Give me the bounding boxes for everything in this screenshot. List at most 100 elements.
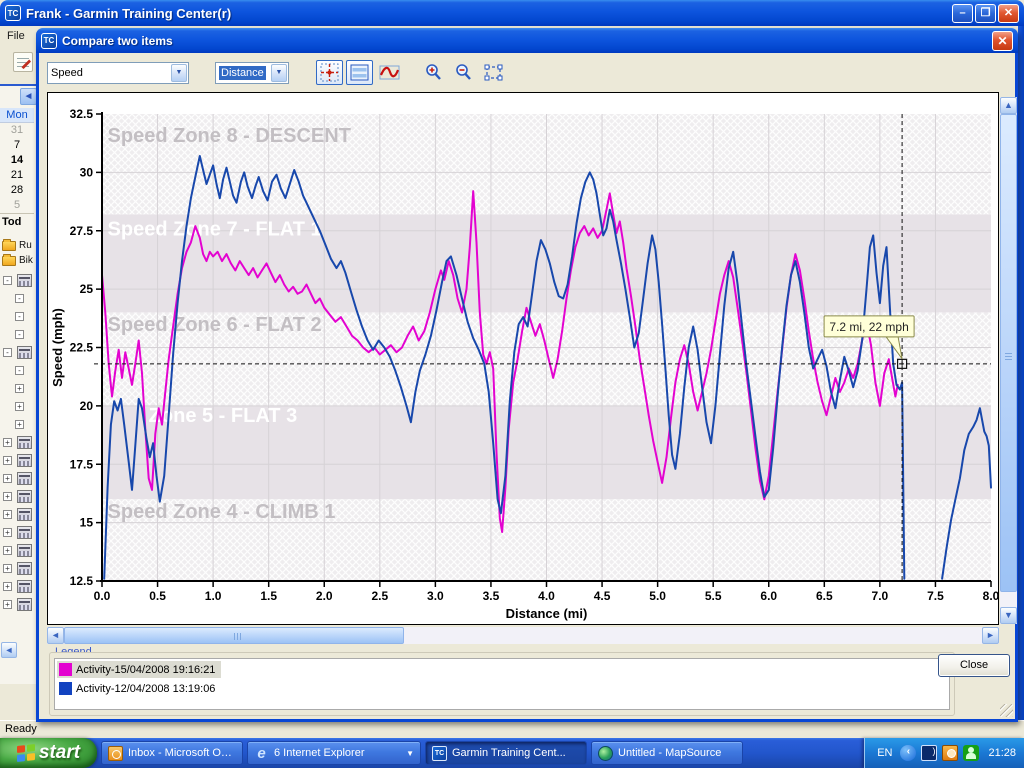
tree-item[interactable]: + bbox=[0, 488, 38, 506]
resize-grip[interactable] bbox=[1000, 704, 1013, 717]
tree-item[interactable]: - bbox=[0, 362, 38, 380]
y-tick-label: 30 bbox=[80, 165, 94, 179]
tree-item[interactable]: - bbox=[0, 308, 38, 326]
expand-icon[interactable]: + bbox=[3, 546, 12, 555]
tree-item[interactable]: + bbox=[0, 578, 38, 596]
tree-item[interactable]: - bbox=[0, 326, 38, 344]
zone-label: Speed Zone 4 - CLIMB 1 bbox=[108, 501, 336, 523]
group-dropdown-icon[interactable]: ▼ bbox=[400, 749, 414, 758]
tiled-view-button[interactable] bbox=[346, 60, 373, 85]
chart-area[interactable]: Speed Zone 8 - DESCENTSpeed Zone 7 - FLA… bbox=[47, 92, 999, 625]
folder-icon bbox=[2, 241, 16, 251]
calendar[interactable]: Mon 3171421285 Tod bbox=[0, 108, 34, 229]
scroll-right-button[interactable]: ► bbox=[982, 627, 999, 644]
tray-hide-icon[interactable]: ‹ bbox=[900, 745, 916, 761]
chart-vertical-scrollbar[interactable]: ▲ ▼ bbox=[1000, 97, 1017, 624]
crosshair-tool-button[interactable] bbox=[316, 60, 343, 85]
chart-horizontal-scrollbar[interactable]: ◄ ► bbox=[47, 627, 999, 644]
vertical-scroll-thumb[interactable] bbox=[1000, 114, 1017, 592]
tree-item[interactable]: + bbox=[0, 542, 38, 560]
collapse-icon[interactable]: - bbox=[3, 348, 12, 357]
tree-item[interactable]: + bbox=[0, 596, 38, 614]
tree-item[interactable]: - bbox=[0, 344, 38, 362]
y-tick-label: 15 bbox=[80, 516, 94, 530]
tree-item[interactable]: + bbox=[0, 506, 38, 524]
expand-icon[interactable]: + bbox=[3, 438, 12, 447]
expand-icon[interactable]: + bbox=[15, 384, 24, 393]
tree-item[interactable]: + bbox=[0, 560, 38, 578]
menu-file[interactable]: File bbox=[7, 30, 25, 42]
calendar-day[interactable]: 21 bbox=[0, 168, 34, 183]
tree-item[interactable]: + bbox=[0, 452, 38, 470]
zoom-selection-button[interactable] bbox=[480, 60, 507, 85]
scroll-down-button[interactable]: ▼ bbox=[1000, 607, 1017, 624]
taskbar-task-tc[interactable]: TCGarmin Training Cent... bbox=[425, 741, 587, 765]
language-indicator[interactable]: EN bbox=[877, 747, 892, 759]
restore-button[interactable]: ❐ bbox=[975, 4, 996, 23]
axis-select[interactable]: Distance ▼ bbox=[215, 62, 289, 84]
calendar-day[interactable]: 31 bbox=[0, 123, 34, 138]
expand-icon[interactable]: + bbox=[15, 420, 24, 429]
tree-item[interactable]: - bbox=[0, 272, 38, 290]
chevron-down-icon[interactable]: ▼ bbox=[171, 64, 187, 82]
tree-item[interactable]: + bbox=[0, 470, 38, 488]
close-button[interactable]: Close bbox=[938, 654, 1010, 677]
tray-person-icon[interactable] bbox=[963, 745, 979, 761]
folder-item[interactable]: Ru bbox=[0, 238, 38, 253]
tree-item[interactable]: + bbox=[0, 524, 38, 542]
legend-list[interactable]: Activity-15/04/2008 19:16:21 Activity-12/… bbox=[54, 658, 950, 710]
x-tick-label: 4.0 bbox=[538, 589, 555, 603]
toolbar-icon[interactable] bbox=[13, 52, 33, 72]
collapse-panel-button[interactable]: ◄ bbox=[20, 88, 37, 105]
start-button[interactable]: start bbox=[0, 738, 97, 768]
folder-item[interactable]: Bik bbox=[0, 253, 38, 268]
tray-display-icon[interactable] bbox=[921, 745, 937, 761]
tree-item[interactable]: + bbox=[0, 434, 38, 452]
expand-icon[interactable]: + bbox=[3, 510, 12, 519]
x-tick-label: 3.0 bbox=[427, 589, 444, 603]
collapse-icon[interactable]: - bbox=[15, 330, 24, 339]
calendar-today-button[interactable]: Tod bbox=[0, 213, 34, 229]
collapse-icon[interactable]: - bbox=[15, 294, 24, 303]
tree-item[interactable]: + bbox=[0, 416, 38, 434]
expand-icon[interactable]: + bbox=[15, 402, 24, 411]
calendar-day[interactable]: 7 bbox=[0, 138, 34, 153]
taskbar-task-outlook[interactable]: Inbox - Microsoft Out... bbox=[101, 741, 243, 765]
expand-icon[interactable]: + bbox=[3, 564, 12, 573]
speed-comparison-chart[interactable]: Speed Zone 8 - DESCENTSpeed Zone 7 - FLA… bbox=[48, 93, 998, 624]
collapse-icon[interactable]: - bbox=[15, 312, 24, 321]
expand-icon[interactable]: + bbox=[3, 474, 12, 483]
tray-clock-icon[interactable] bbox=[942, 745, 958, 761]
expand-icon[interactable]: + bbox=[3, 528, 12, 537]
dialog-close-icon[interactable]: ✕ bbox=[992, 31, 1013, 51]
close-window-button[interactable]: ✕ bbox=[998, 4, 1019, 23]
expand-icon[interactable]: + bbox=[3, 492, 12, 501]
tree-item[interactable]: + bbox=[0, 380, 38, 398]
calendar-day[interactable]: 28 bbox=[0, 183, 34, 198]
expand-icon[interactable]: + bbox=[3, 582, 12, 591]
collapse-icon[interactable]: - bbox=[15, 366, 24, 375]
collapse-icon[interactable]: - bbox=[3, 276, 12, 285]
expand-icon[interactable]: + bbox=[3, 600, 12, 609]
activity-icon bbox=[17, 544, 32, 557]
tree-scroll-left-button[interactable]: ◄ bbox=[1, 642, 17, 658]
chevron-down-icon[interactable]: ▼ bbox=[271, 64, 287, 82]
taskbar-task-globe[interactable]: Untitled - MapSource bbox=[591, 741, 743, 765]
scroll-left-button[interactable]: ◄ bbox=[47, 627, 64, 644]
horizontal-scroll-thumb[interactable] bbox=[64, 627, 404, 644]
calendar-day[interactable]: 14 bbox=[0, 153, 34, 168]
zoom-out-button[interactable] bbox=[450, 60, 477, 85]
scroll-up-button[interactable]: ▲ bbox=[1000, 97, 1017, 114]
tree-item[interactable]: - bbox=[0, 290, 38, 308]
overlay-curves-button[interactable] bbox=[376, 60, 403, 85]
expand-icon[interactable]: + bbox=[3, 456, 12, 465]
legend-item[interactable]: Activity-15/04/2008 19:16:21 bbox=[57, 661, 221, 678]
minimize-button[interactable]: – bbox=[952, 4, 973, 23]
metric-select[interactable]: Speed ▼ bbox=[47, 62, 189, 84]
tree-item[interactable]: + bbox=[0, 398, 38, 416]
zoom-in-button[interactable] bbox=[420, 60, 447, 85]
taskbar-task-ie[interactable]: e6 Internet Explorer▼ bbox=[247, 741, 421, 765]
clock[interactable]: 21:28 bbox=[988, 747, 1016, 759]
legend-item[interactable]: Activity-12/04/2008 13:19:06 bbox=[57, 680, 221, 697]
calendar-day[interactable]: 5 bbox=[0, 198, 34, 213]
